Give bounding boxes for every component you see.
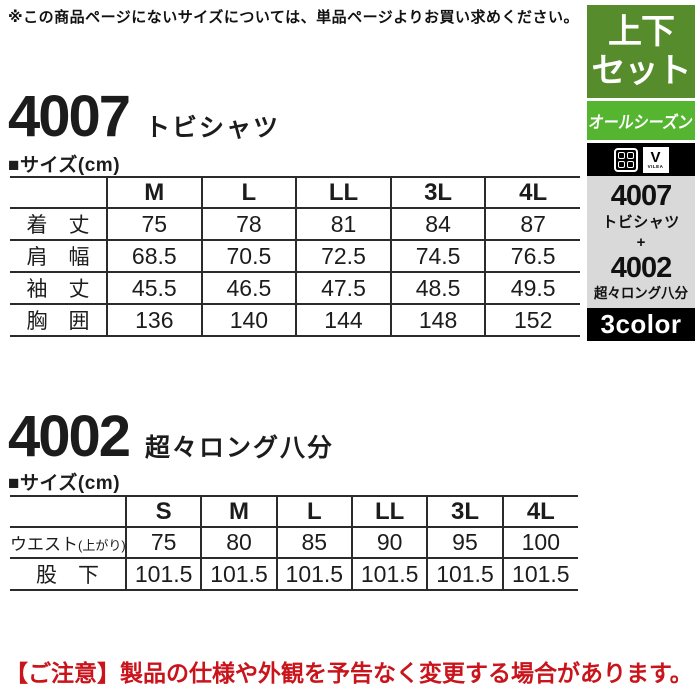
set-badge-line1: 上下 — [608, 13, 675, 52]
section2-heading: 4002 超々ロング八分 — [8, 408, 334, 466]
size-value-cell: 144 — [295, 303, 391, 337]
header-row: M L LL 3L 4L — [10, 176, 580, 209]
size-column-header: M — [200, 495, 277, 528]
size-value-cell: 48.5 — [389, 271, 486, 305]
section2-product-name: 超々ロング八分 — [145, 434, 335, 462]
combo-name-4002: 超々ロング八分 — [593, 285, 689, 302]
row-label: ウエスト(上がり) — [10, 526, 126, 559]
size-value-cell: 101.5 — [124, 557, 202, 591]
size-value-cell: 100 — [501, 526, 578, 559]
size-value-cell: 74.5 — [389, 239, 486, 273]
brand-logo-bar: V VILEA — [587, 143, 695, 176]
size-value-cell: 101.5 — [501, 557, 578, 591]
vilea-logo-v: V — [650, 148, 661, 166]
section1-size-label: ■サイズ(cm) — [8, 155, 121, 176]
size-column-header: 3L — [389, 176, 486, 209]
section1-heading: 4007 トビシャツ — [8, 88, 280, 146]
section1-product-name: トビシャツ — [145, 114, 281, 142]
combo-plus-sign: + — [636, 234, 646, 251]
size-column-header: L — [275, 495, 352, 528]
size-value-cell: 101.5 — [350, 557, 428, 591]
size-column-header: 3L — [426, 495, 503, 528]
size-value-cell: 95 — [426, 526, 503, 559]
vilea-logo-icon: V VILEA — [642, 146, 669, 173]
size-value-cell: 80 — [200, 526, 277, 559]
size-value-cell: 70.5 — [200, 239, 297, 273]
size-value-cell: 152 — [484, 303, 580, 337]
size-column-header: M — [106, 176, 202, 209]
size-value-cell: 85 — [275, 526, 352, 559]
row-label: 袖 丈 — [10, 271, 107, 305]
size-column-header: LL — [295, 176, 391, 209]
size-value-cell: 101.5 — [275, 557, 352, 591]
measurement-row: 股 下 101.5 101.5 101.5 101.5 101.5 101.5 — [10, 557, 578, 591]
size-value-cell: 84 — [389, 207, 486, 241]
size-value-cell: 148 — [389, 303, 486, 337]
size-table-4007: M L LL 3L 4L 着 丈 75 78 81 84 87 肩 幅 68.5 70.5 72.5 74.5… — [10, 176, 580, 337]
size-column-header: 4L — [484, 176, 580, 209]
size-value-cell: 87 — [484, 207, 580, 241]
color-count-badge: 3color — [587, 308, 695, 341]
section2-product-code: 4002 — [8, 404, 131, 469]
size-column-header: L — [200, 176, 297, 209]
size-value-cell: 101.5 — [426, 557, 503, 591]
row-label: 胸 囲 — [10, 303, 107, 337]
measurement-row: 胸 囲 136 140 144 148 152 — [10, 303, 580, 337]
combo-name-4007: トビシャツ — [602, 214, 680, 231]
row-label: 着 丈 — [10, 207, 107, 241]
header-row: S M L LL 3L 4L — [10, 495, 578, 528]
size-value-cell: 49.5 — [484, 271, 580, 305]
caution-note: 【ご注意】製品の仕様や外観を予告なく変更する場合があります。 — [5, 660, 693, 686]
size-value-cell: 78 — [200, 207, 297, 241]
size-value-cell: 90 — [350, 526, 428, 559]
size-value-cell: 101.5 — [200, 557, 277, 591]
section1-product-code: 4007 — [8, 84, 131, 149]
all-season-label: オールシーズン — [587, 113, 695, 132]
size-column-header: S — [124, 495, 202, 528]
measurement-row: 袖 丈 45.5 46.5 47.5 48.5 49.5 — [10, 271, 580, 305]
size-value-cell: 72.5 — [295, 239, 391, 273]
row-label: 股 下 — [10, 557, 126, 591]
top-bottom-set-badge: 上下 セット — [587, 5, 695, 98]
size-value-cell: 75 — [106, 207, 202, 241]
corner-cell — [10, 176, 107, 209]
color-count-label: 3color — [600, 309, 682, 339]
vilea-logo-text: VILEA — [647, 163, 664, 169]
size-value-cell: 47.5 — [295, 271, 391, 305]
size-table-4002: S M L LL 3L 4L ウエスト(上がり) 75 80 85 90 95 100 股 下 101.5 1… — [10, 495, 578, 591]
row-label: 肩 幅 — [10, 239, 107, 273]
combo-code-4007: 4007 — [610, 179, 673, 212]
measurement-row: 着 丈 75 78 81 84 87 — [10, 207, 580, 241]
measurement-row: ウエスト(上がり) 75 80 85 90 95 100 — [10, 526, 578, 559]
all-season-badge: オールシーズン — [587, 101, 695, 140]
size-value-cell: 140 — [200, 303, 297, 337]
size-value-cell: 75 — [124, 526, 202, 559]
size-value-cell: 45.5 — [106, 271, 202, 305]
size-value-cell: 68.5 — [106, 239, 202, 273]
size-column-header: 4L — [501, 495, 578, 528]
size-value-cell: 136 — [106, 303, 202, 337]
set-badge-line2: セット — [591, 51, 692, 90]
set-contents-box: 4007 トビシャツ + 4002 超々ロング八分 — [587, 176, 695, 308]
measurement-row: 肩 幅 68.5 70.5 72.5 74.5 76.5 — [10, 239, 580, 273]
size-value-cell: 46.5 — [200, 271, 297, 305]
size-value-cell: 76.5 — [484, 239, 580, 273]
size-value-cell: 81 — [295, 207, 391, 241]
combo-code-4002: 4002 — [610, 252, 673, 284]
brand-mark-icon — [613, 147, 638, 172]
size-column-header: LL — [350, 495, 428, 528]
top-note: ※この商品ページにないサイズについては、単品ページよりお買い求めください。 — [8, 9, 579, 26]
corner-cell — [10, 495, 126, 528]
section2-size-label: ■サイズ(cm) — [8, 473, 121, 494]
